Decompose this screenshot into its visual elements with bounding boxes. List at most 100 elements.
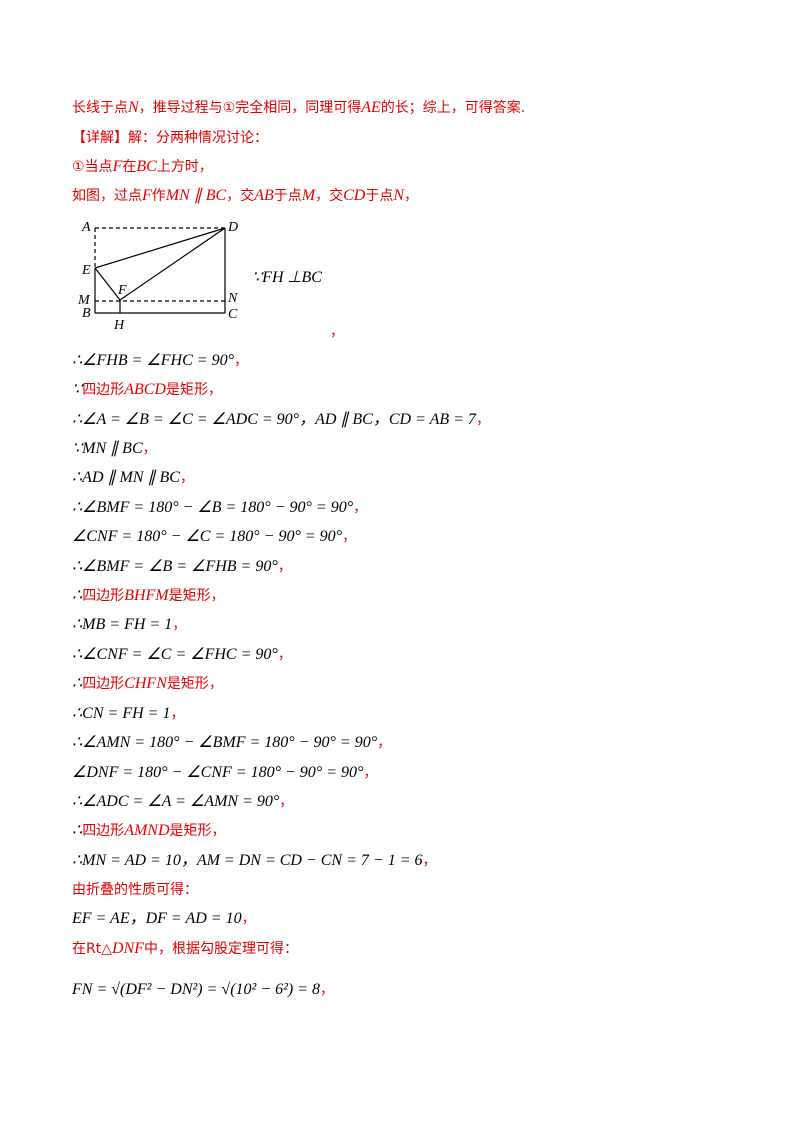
text-run: ∴ [72,675,83,692]
text-run: ， [142,441,157,457]
text-run: F [142,187,152,204]
text-run: ，推导过程与①完全相同，同理可得 [138,100,362,116]
text-run: ∴∠CNF = ∠C = ∠FHC = 90° [72,646,278,663]
text-run: EF = AE，DF = AD = 10 [72,910,242,927]
point-label: N [227,291,238,306]
text-run: AB [254,187,274,204]
text-line: 由折叠的性质可得： [72,880,198,900]
text-run: ∠DNF = 180° − ∠CNF = 180° − 90° = 90° [72,764,364,781]
text-run: ∵ [72,381,83,398]
text-run: ∴MN = AD = 10，AM = DN = CD − CN = 7 − 1 … [72,852,423,869]
text-run: ∴∠ADC = ∠A = ∠AMN = 90° [72,793,280,810]
text-line: EF = AE，DF = AD = 10， [72,909,256,929]
text-run: AE [361,99,381,116]
text-run: ∴ [72,822,83,839]
text-run: ， [363,765,378,781]
text-run: ABCD [124,381,166,398]
text-run: 四边形 [82,676,125,692]
text-run: ∠CNF = 180° − ∠C = 180° − 90° = 90° [72,528,343,545]
text-run: MN ∥ BC [165,187,227,204]
text-run: ∵MN ∥ BC [72,440,143,457]
text-line: ∴∠AMN = 180° − ∠BMF = 180° − 90° = 90°， [72,733,391,753]
text-line: 【详解】解：分两种情况讨论： [72,128,268,148]
text-run: ，交 [315,188,344,204]
text-run: ， [277,559,292,575]
text-run: ，交 [226,188,255,204]
text-run: ， [377,735,392,751]
text-run: ∴∠BMF = ∠B = ∠FHB = 90° [72,558,278,575]
text-run: ∴∠A = ∠B = ∠C = ∠ADC = 90°，AD ∥ BC，CD = … [72,411,476,428]
text-run: 四边形 [82,382,125,398]
text-run: AMND [124,822,170,839]
text-run: ， [353,500,368,516]
text-run: ∴∠BMF = 180° − ∠B = 180° − 90° = 90° [72,499,354,516]
point-label: D [227,220,238,235]
point-label: M [77,293,91,308]
point-label: E [81,263,91,278]
text-run: ， [233,353,248,369]
text-line: ∴∠ADC = ∠A = ∠AMN = 90°， [72,792,293,812]
text-run: 于点 [273,188,302,204]
text-run: 于点 [365,188,394,204]
text-run: ， [404,188,419,204]
text-line: ∠DNF = 180° − ∠CNF = 180° − 90° = 90°， [72,763,377,783]
text-run: 【详解】解：分两种情况讨论： [72,130,268,146]
text-line: ∴∠A = ∠B = ∠C = ∠ADC = 90°，AD ∥ BC，CD = … [72,410,490,430]
text-run: 中，根据勾股定理可得： [143,941,298,957]
text-run: BC [136,158,157,175]
comma: ， [330,324,344,340]
text-run: 在Rt△ [72,941,112,957]
text-run: ， [172,617,187,633]
text-line: FN = √(DF² − DN²) = √(10² − 6²) = 8， [72,980,334,1000]
text-line: ∴四边形BHFM是矩形， [72,586,225,606]
text-run: ， [475,412,490,428]
text-run: ∴AD ∥ MN ∥ BC [72,469,180,486]
text-line: 长线于点N，推导过程与①完全相同，同理可得AE的长；综上，可得答案. [72,98,525,118]
text-run: 是矩形， [169,823,226,839]
text-line: ∴∠BMF = 180° − ∠B = 180° − 90° = 90°， [72,498,367,518]
text-run: ， [170,706,185,722]
note: ∵FH ⊥BC [252,269,322,286]
point-label: F [117,283,127,298]
text-run: CD [343,187,366,204]
edge [94,227,226,269]
text-line: ∴MB = FH = 1， [72,615,186,635]
text-run: ∴MB = FH = 1 [72,616,173,633]
text-run: ， [320,982,335,998]
text-run: ， [241,911,256,927]
text-line: ∵四边形ABCD是矩形， [72,380,222,400]
text-line: ∴MN = AD = 10，AM = DN = CD − CN = 7 − 1 … [72,851,437,871]
text-line: ∠CNF = 180° − ∠C = 180° − 90° = 90°， [72,527,356,547]
text-line: ∴∠CNF = ∠C = ∠FHC = 90°， [72,645,292,665]
text-run: 四边形 [82,823,125,839]
text-run: M [301,187,316,204]
text-run: CHFN [124,675,167,692]
text-run: ， [422,853,437,869]
text-run: 如图，过点 [72,188,142,204]
text-line: ∴四边形CHFN是矩形， [72,674,223,694]
text-line: ∴四边形AMND是矩形， [72,821,226,841]
text-run: N [128,99,139,116]
text-run: 四边形 [82,588,125,604]
point-label: B [82,306,91,321]
text-line: 在Rt△DNF中，根据勾股定理可得： [72,939,298,959]
text-run: ， [342,529,357,545]
text-run: ， [279,794,294,810]
point-label: C [228,307,238,322]
text-run: DNF [111,940,144,957]
text-line: ∴AD ∥ MN ∥ BC， [72,468,194,488]
text-run: ， [179,470,194,486]
text-run: ①当点 [72,159,113,175]
text-run: ∴ [72,587,83,604]
text-line: ∴∠BMF = ∠B = ∠FHB = 90°， [72,557,292,577]
text-line: ①当点F在BC上方时， [72,157,213,177]
point-label: H [113,318,125,333]
edge [94,267,121,301]
text-run: 上方时， [156,159,213,175]
point-label: A [81,220,91,235]
text-run: ∴∠FHB = ∠FHC = 90° [72,352,234,369]
text-line: 如图，过点F作MN ∥ BC，交AB于点M，交CD于点N， [72,186,418,206]
text-run: F [112,158,123,175]
text-line: ∴CN = FH = 1， [72,704,184,724]
